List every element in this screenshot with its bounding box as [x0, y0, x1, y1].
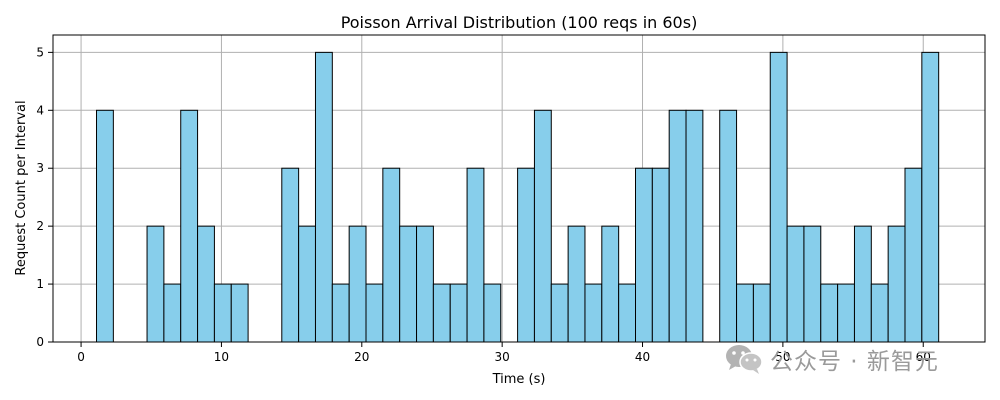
histogram-bar [533, 109, 552, 343]
y-axis-label: Request Count per Interval [14, 100, 29, 275]
histogram-bar [651, 167, 670, 343]
histogram-bar [803, 225, 822, 343]
y-tick-label: 1 [36, 277, 44, 291]
histogram-bar [281, 167, 300, 343]
histogram-bar [584, 283, 603, 343]
histogram-bar [769, 51, 788, 343]
histogram-bar [752, 283, 771, 343]
x-tick-label: 60 [916, 350, 931, 364]
histogram-bar [618, 283, 636, 343]
histogram-bar [837, 283, 855, 343]
histogram-bar [820, 283, 839, 343]
histogram-bar [365, 283, 384, 343]
histogram-bar [416, 225, 434, 343]
x-tick-label: 50 [775, 350, 790, 364]
wechat-icon [726, 345, 763, 374]
histogram-bar [163, 283, 182, 343]
plot-frame [52, 34, 986, 343]
histogram-bar [719, 109, 738, 343]
x-tick-label: 40 [635, 350, 650, 364]
histogram-bar [449, 283, 468, 343]
histogram-bar [567, 225, 586, 343]
chart-title: Poisson Arrival Distribution (100 reqs i… [341, 13, 698, 32]
bars [96, 51, 940, 343]
histogram-bar [870, 283, 889, 343]
watermark: 公众号 · 新智元 [724, 342, 939, 376]
histogram-bar [736, 283, 754, 343]
histogram-bar [146, 225, 165, 343]
histogram-bar [180, 109, 199, 343]
histogram-bar [96, 109, 114, 343]
histogram-bar [348, 225, 367, 343]
histogram-bar [668, 109, 687, 343]
x-ticks: 0 10 20 30 40 50 60 [77, 342, 931, 364]
y-tick-label: 5 [36, 45, 44, 59]
x-tick-label: 0 [77, 350, 85, 364]
histogram-bar [904, 167, 923, 343]
x-tick-label: 10 [214, 350, 229, 364]
y-tick-label: 4 [36, 103, 44, 117]
histogram-bar [230, 283, 249, 343]
histogram-bar [331, 283, 350, 343]
histogram-bar [517, 167, 535, 343]
x-tick-label: 30 [495, 350, 510, 364]
histogram-bar [483, 283, 502, 343]
histogram-bar [466, 167, 485, 343]
histogram-bar [635, 167, 653, 343]
histogram-bar [887, 225, 906, 343]
y-tick-label: 3 [36, 161, 44, 175]
histogram-bar [432, 283, 451, 343]
histogram-bar [921, 51, 940, 343]
histogram-bar [314, 51, 333, 343]
histogram-bar [213, 283, 232, 343]
histogram-bar [399, 225, 418, 343]
histogram-bar [853, 225, 872, 343]
histogram-bar [685, 109, 704, 343]
y-tick-label: 0 [36, 335, 44, 349]
histogram-bar [197, 225, 215, 343]
histogram-bar [382, 167, 401, 343]
histogram-bar [298, 225, 316, 343]
y-ticks: 0 1 2 3 4 5 [36, 45, 53, 349]
histogram-bar [786, 225, 805, 343]
y-tick-label: 2 [36, 219, 44, 233]
watermark-text: 公众号 · 新智元 [770, 349, 939, 375]
histogram-bar [601, 225, 620, 343]
histogram-bar [550, 283, 569, 343]
x-tick-label: 20 [354, 350, 369, 364]
x-axis-label: Time (s) [492, 372, 546, 387]
